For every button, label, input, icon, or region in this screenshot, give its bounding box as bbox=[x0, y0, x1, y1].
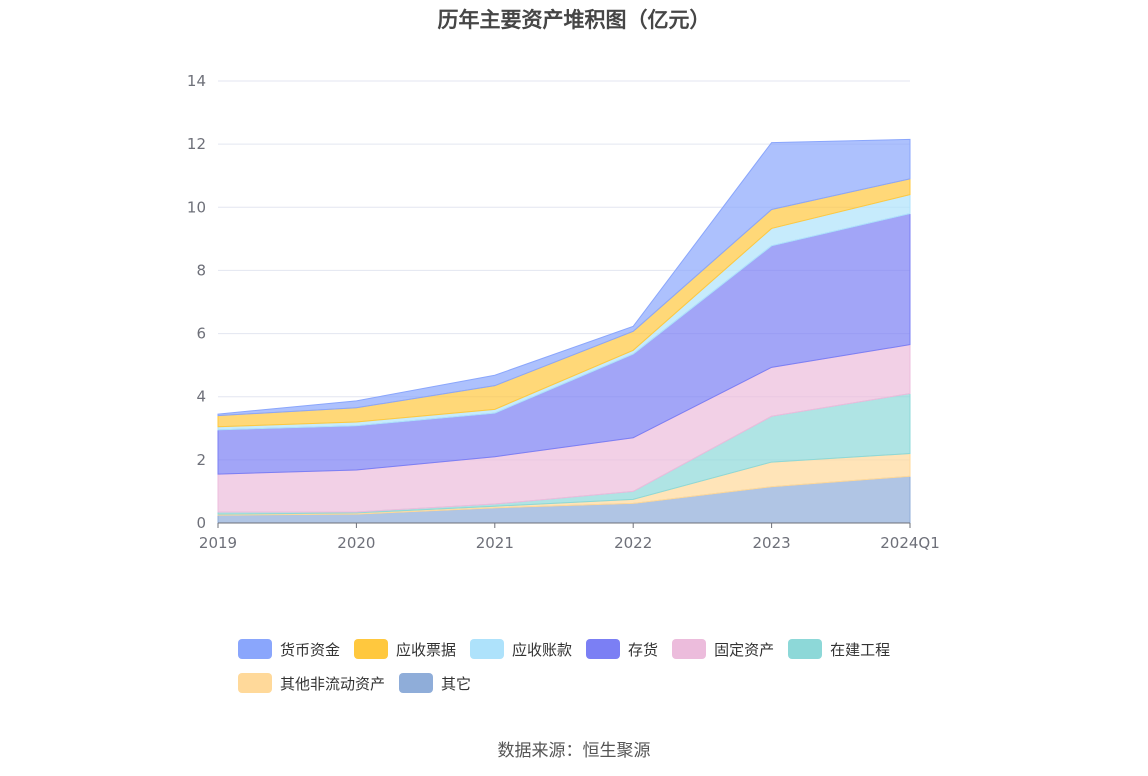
y-tick-label: 14 bbox=[187, 72, 206, 90]
y-tick-label: 10 bbox=[187, 198, 206, 216]
y-tick-label: 4 bbox=[196, 388, 206, 406]
legend-label: 在建工程 bbox=[830, 640, 891, 659]
legend-item-应收票据[interactable]: 应收票据 bbox=[354, 638, 456, 660]
x-tick-label: 2023 bbox=[753, 534, 791, 552]
legend-label: 应收票据 bbox=[396, 640, 457, 659]
legend-swatch bbox=[238, 639, 272, 659]
legend-label: 其他非流动资产 bbox=[280, 674, 386, 693]
legend-swatch bbox=[672, 639, 707, 659]
area-series-货币资金[interactable] bbox=[217, 138, 911, 417]
area-series-layer bbox=[217, 138, 911, 524]
legend-item-在建工程[interactable]: 在建工程 bbox=[788, 638, 890, 660]
legend-label: 货币资金 bbox=[280, 640, 341, 659]
legend-label: 固定资产 bbox=[714, 640, 775, 659]
legend-item-其他非流动资产[interactable]: 其他非流动资产 bbox=[238, 672, 385, 694]
legend-swatch bbox=[470, 639, 505, 659]
x-tick-label: 2022 bbox=[614, 534, 652, 552]
axis-layer: 0 2 4 6 8 10 12 14 2019 2020 2021 2022 2023 2024Q1 bbox=[187, 72, 940, 552]
legend-item-应收账款[interactable]: 应收账款 bbox=[470, 638, 572, 660]
y-tick-label: 0 bbox=[196, 514, 206, 532]
legend-item-存货[interactable]: 存货 bbox=[586, 638, 658, 660]
legend-item-货币资金[interactable]: 货币资金 bbox=[238, 638, 340, 660]
legend-swatch bbox=[399, 673, 434, 693]
x-tick-label: 2019 bbox=[199, 534, 237, 552]
legend-swatch bbox=[586, 639, 621, 659]
x-tick-label: 2021 bbox=[476, 534, 514, 552]
legend-swatch bbox=[238, 673, 272, 693]
legend-label: 其它 bbox=[441, 674, 472, 693]
x-tick-label: 2024Q1 bbox=[880, 534, 940, 552]
y-tick-label: 2 bbox=[196, 451, 206, 469]
legend-swatch bbox=[354, 639, 389, 659]
legend-item-固定资产[interactable]: 固定资产 bbox=[672, 638, 774, 660]
legend-label: 应收账款 bbox=[512, 640, 573, 659]
x-tick-label: 2020 bbox=[337, 534, 375, 552]
legend-swatch bbox=[788, 639, 823, 659]
stacked-area-chart: 0 2 4 6 8 10 12 14 2019 2020 2021 2022 2023 2024Q1 bbox=[187, 72, 940, 552]
y-tick-label: 6 bbox=[196, 325, 206, 343]
legend-item-其它[interactable]: 其它 bbox=[399, 672, 471, 694]
data-source-note: 数据来源：恒生聚源 bbox=[497, 741, 651, 761]
chart-title: 历年主要资产堆积图（亿元） bbox=[437, 8, 711, 32]
y-tick-label: 8 bbox=[196, 261, 206, 279]
legend: 货币资金 应收票据 应收账款 存货 固定资产 在建工程其他非流动资产 其它 bbox=[238, 638, 938, 694]
legend-label: 存货 bbox=[628, 640, 659, 659]
y-tick-label: 12 bbox=[187, 135, 206, 153]
